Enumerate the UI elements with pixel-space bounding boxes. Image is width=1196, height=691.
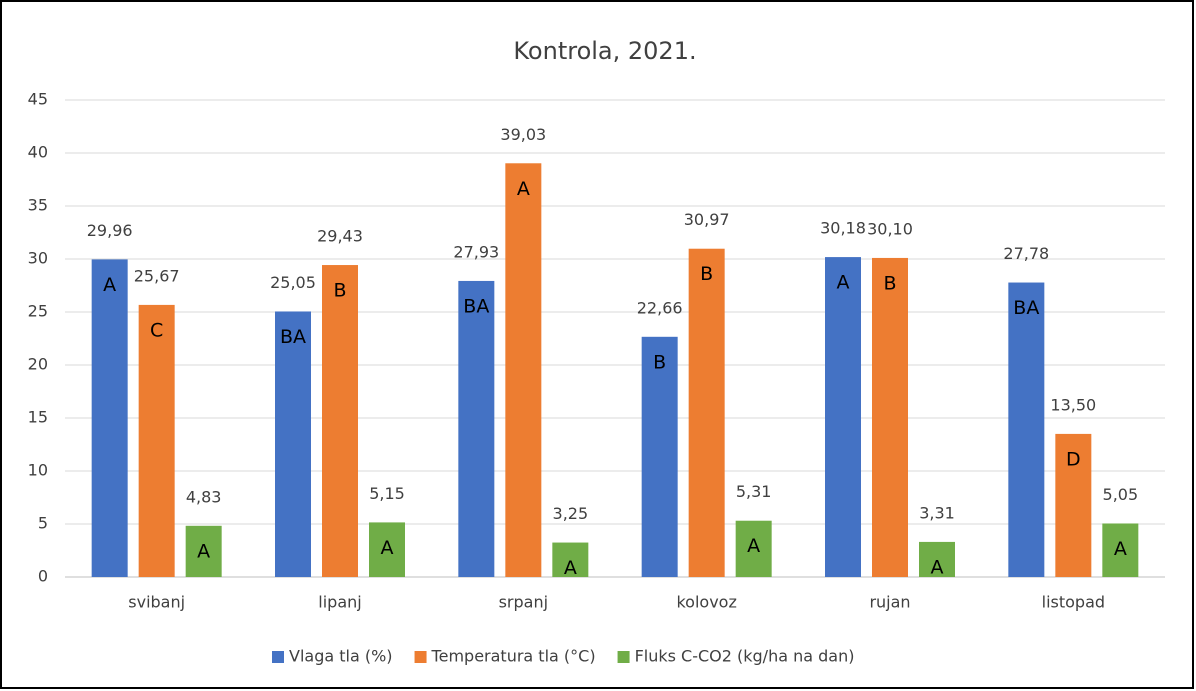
y-tick-label: 10 — [28, 461, 48, 480]
value-label: 22,66 — [637, 298, 683, 317]
letter: A — [197, 540, 210, 562]
value-label: 5,05 — [1103, 485, 1139, 504]
y-tick-label: 15 — [28, 408, 48, 427]
bar — [688, 248, 725, 577]
letter: A — [564, 557, 577, 579]
bar — [735, 520, 772, 577]
y-tick-label: 45 — [28, 90, 48, 109]
y-tick-label: 30 — [28, 249, 48, 268]
bar — [872, 257, 908, 577]
bar — [185, 525, 222, 577]
letter: B — [883, 272, 896, 294]
x-tick-label: kolovoz — [676, 593, 736, 612]
letter: BA — [463, 295, 489, 317]
bar — [641, 336, 678, 577]
y-tick-label: 5 — [38, 514, 48, 533]
value-label: 25,67 — [134, 266, 180, 285]
value-label: 5,31 — [736, 482, 772, 501]
letter: D — [1066, 448, 1081, 470]
value-label: 3,25 — [553, 504, 589, 523]
letter: B — [700, 263, 713, 285]
value-label: 25,05 — [270, 273, 316, 292]
bar — [138, 304, 175, 577]
bar — [552, 542, 589, 577]
value-label: 29,43 — [317, 227, 363, 246]
value-label: 30,10 — [867, 219, 913, 238]
letter: C — [150, 319, 163, 341]
bar — [825, 257, 861, 577]
bar — [322, 265, 358, 577]
letter: BA — [1013, 297, 1039, 319]
value-label: 39,03 — [500, 125, 546, 144]
value-label: 3,31 — [919, 503, 955, 522]
y-tick-label: 35 — [28, 196, 48, 215]
x-tick-label: rujan — [869, 593, 910, 612]
letter: A — [381, 537, 394, 559]
legend-swatch — [617, 651, 630, 663]
letter: A — [837, 272, 850, 294]
bar — [91, 259, 128, 577]
value-label: 5,15 — [369, 484, 405, 503]
value-label: 30,18 — [820, 219, 866, 238]
x-tick-label: srpanj — [499, 593, 548, 612]
letter: A — [1114, 538, 1127, 560]
value-label: 27,78 — [1003, 244, 1049, 263]
x-tick-label: listopad — [1042, 593, 1105, 612]
bar — [275, 311, 311, 577]
y-tick-label: 25 — [28, 302, 48, 321]
legend-label: Vlaga tla (%) — [289, 647, 393, 666]
bar — [919, 541, 955, 577]
chart-title: Kontrola, 2021. — [513, 37, 696, 65]
y-tick-label: 40 — [28, 143, 48, 162]
legend-swatch — [414, 651, 427, 663]
value-label: 4,83 — [186, 487, 222, 506]
x-tick-label: lipanj — [318, 593, 361, 612]
bar — [1055, 433, 1092, 577]
letter: A — [103, 274, 116, 296]
bar — [369, 522, 405, 577]
bar — [458, 280, 495, 577]
value-label: 29,96 — [87, 221, 133, 240]
x-tick-label: svibanj — [128, 593, 185, 612]
value-label: 27,93 — [453, 242, 499, 261]
bar — [1008, 282, 1045, 577]
legend-swatch — [272, 651, 284, 663]
letter: A — [931, 556, 944, 578]
y-tick-label: 0 — [38, 567, 48, 586]
letter: B — [653, 351, 666, 373]
bar — [1102, 523, 1139, 577]
letter: BA — [280, 326, 306, 348]
legend-label: Temperatura tla (°C) — [431, 647, 596, 666]
legend-label: Fluks C-CO2 (kg/ha na dan) — [635, 647, 855, 666]
letter: B — [333, 280, 346, 302]
value-label: 30,97 — [684, 210, 730, 229]
value-label: 13,50 — [1050, 395, 1096, 414]
bar — [505, 163, 542, 578]
y-tick-label: 20 — [28, 355, 48, 374]
letter: A — [517, 178, 530, 200]
letter: A — [747, 535, 760, 557]
